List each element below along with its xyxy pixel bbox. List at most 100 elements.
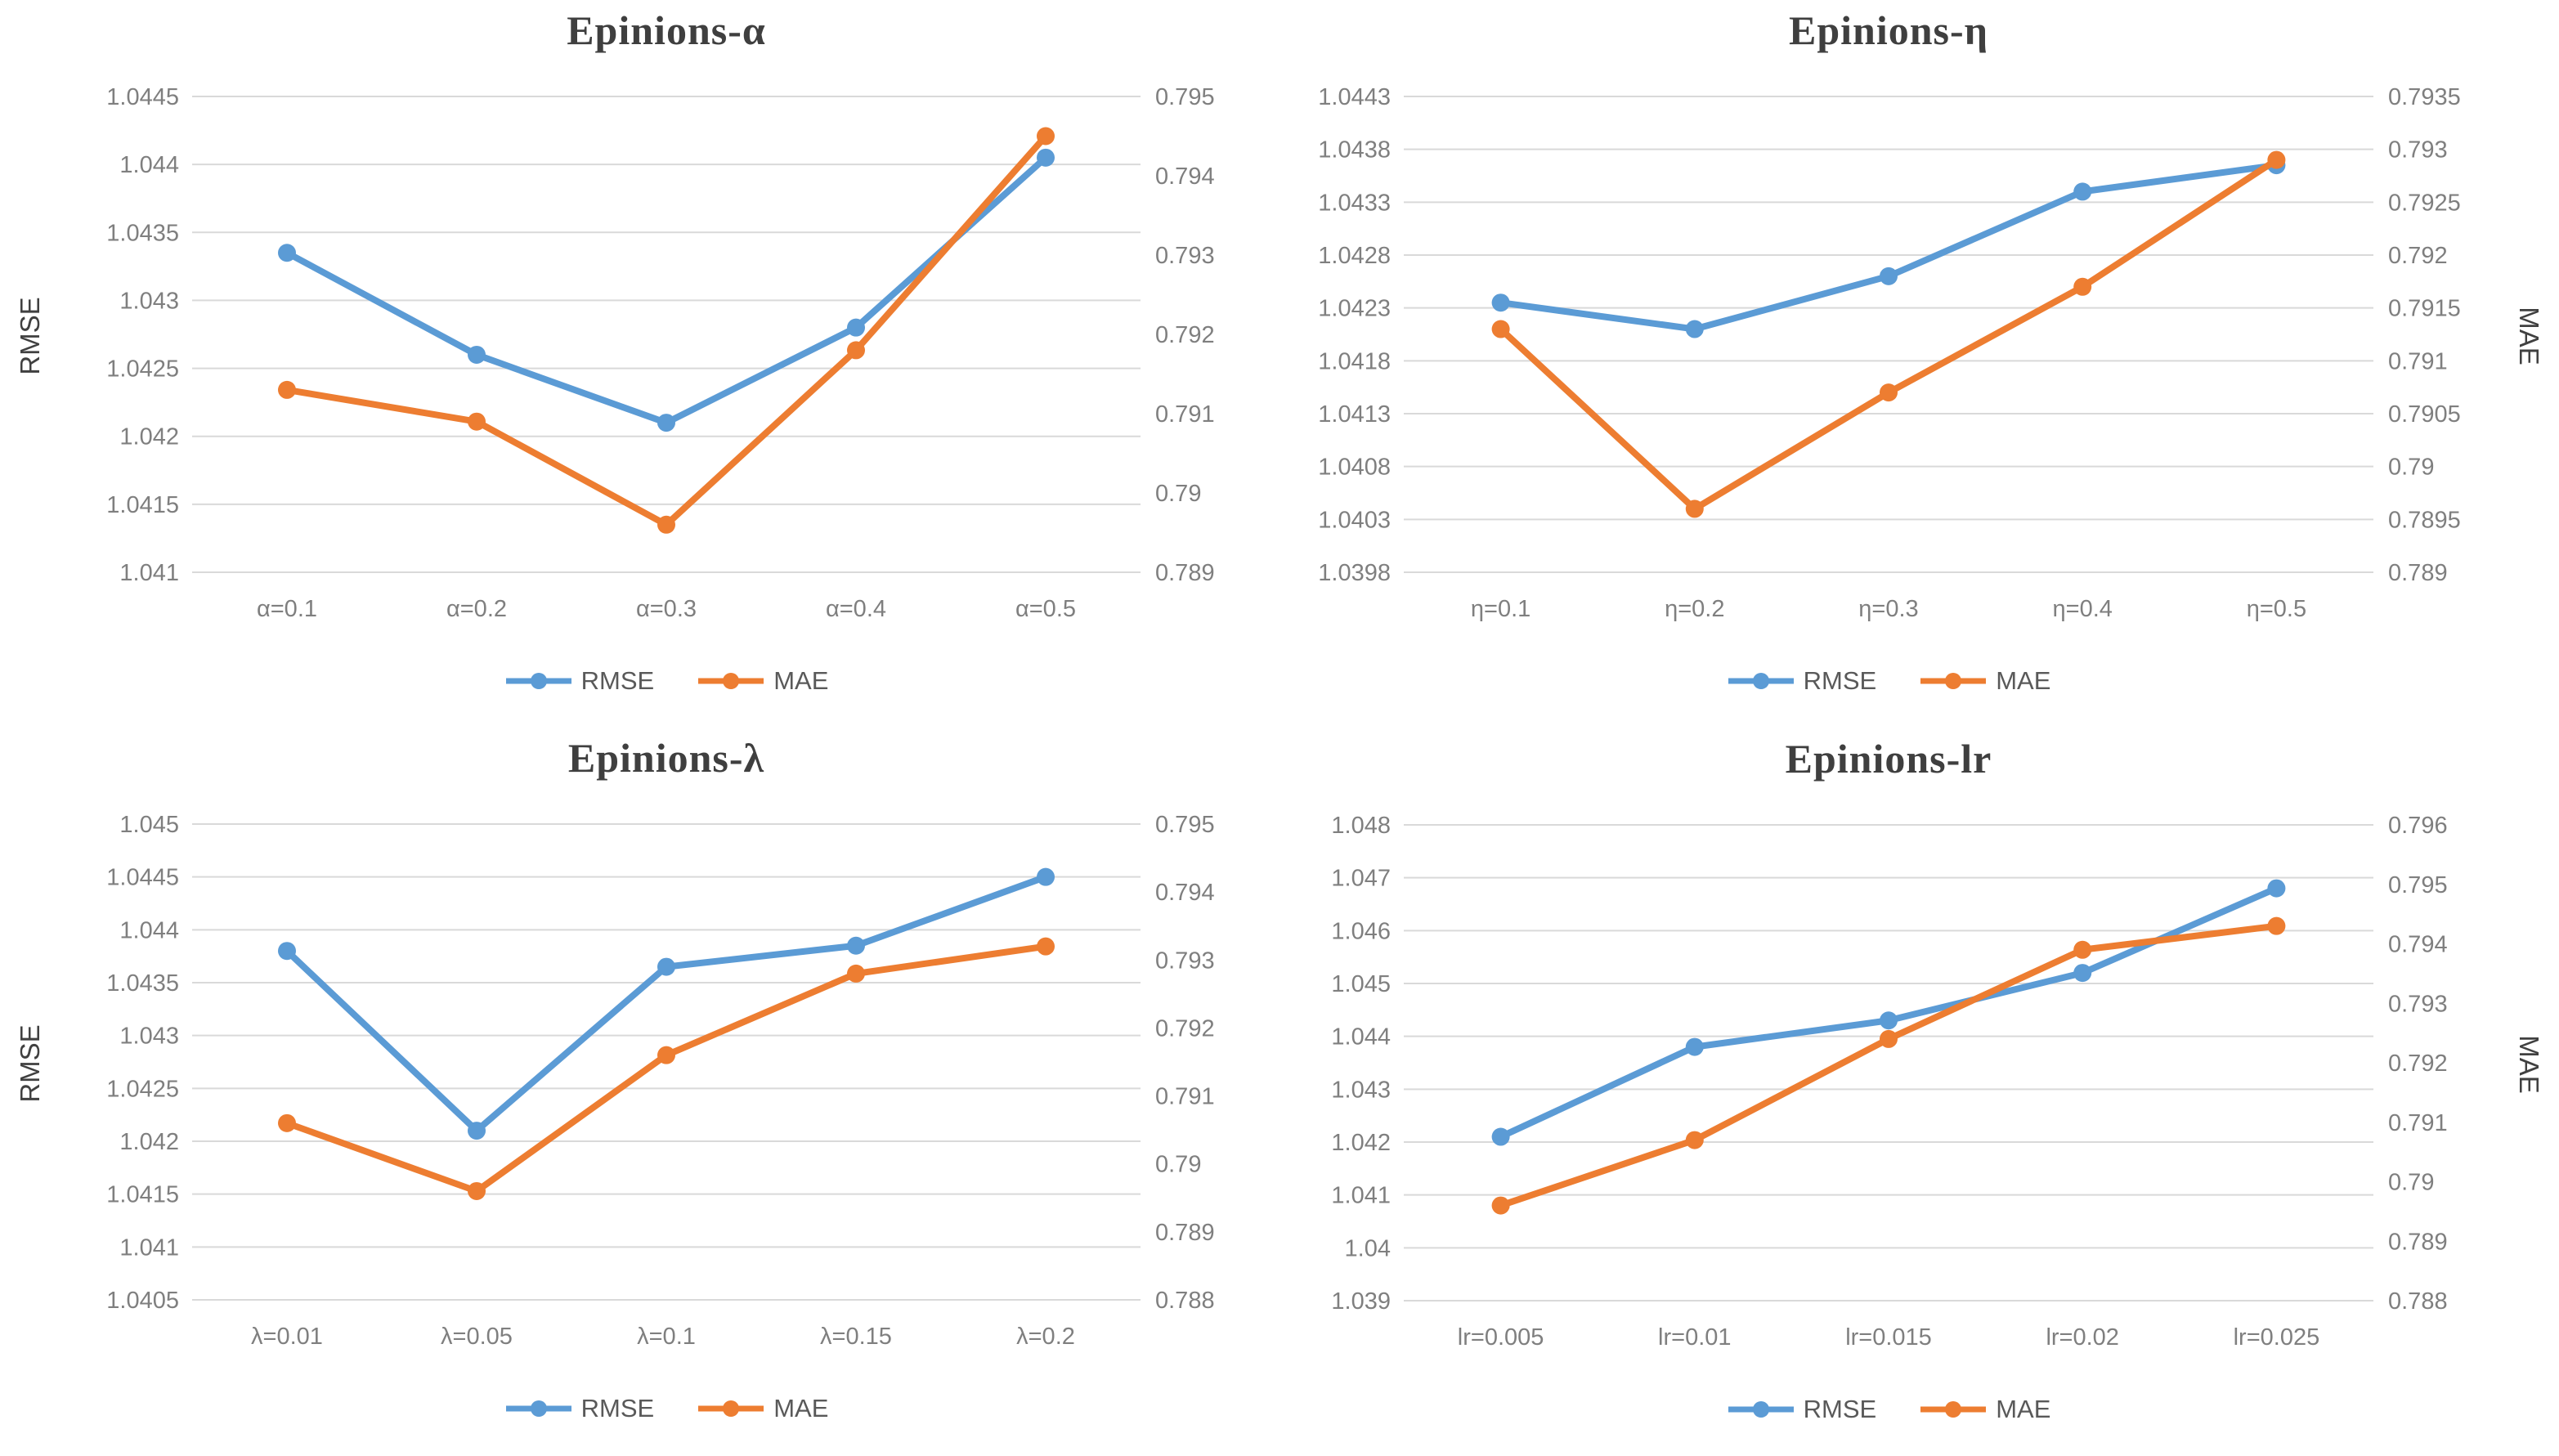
svg-text:1.042: 1.042 xyxy=(1331,1130,1391,1156)
legend-label-mae: MAE xyxy=(773,1394,829,1422)
rmse-line-marker-icon xyxy=(1728,1401,1794,1418)
svg-text:0.792: 0.792 xyxy=(1155,322,1215,348)
svg-text:1.0413: 1.0413 xyxy=(1318,401,1391,428)
svg-text:1.042: 1.042 xyxy=(119,424,179,450)
svg-text:0.795: 0.795 xyxy=(2388,872,2448,898)
rmse-line-marker-icon xyxy=(1728,673,1794,689)
svg-text:0.79: 0.79 xyxy=(2388,1170,2434,1196)
epinions-alpha-line-chart: 1.0445 1.044 1.0435 1.043 1.0425 1.042 1.0415 1… xyxy=(106,84,1215,622)
svg-text:1.0435: 1.0435 xyxy=(106,220,179,246)
svg-text:0.789: 0.789 xyxy=(2388,1229,2448,1255)
chart-cell-epinions-lambda: Epinions-λ 1.045 1.0445 1.044 1.0435 1.043 1.… xyxy=(0,728,1280,1455)
legend-item-rmse: RMSE xyxy=(504,666,654,696)
svg-text:0.789: 0.789 xyxy=(1155,1220,1215,1246)
chart-title: Epinions-lr xyxy=(1785,736,1992,782)
svg-text:1.044: 1.044 xyxy=(119,152,179,178)
svg-text:α=0.5: α=0.5 xyxy=(1015,596,1076,622)
svg-text:1.0443: 1.0443 xyxy=(1318,84,1391,110)
svg-text:1.0428: 1.0428 xyxy=(1318,243,1391,269)
svg-text:1.044: 1.044 xyxy=(1331,1024,1391,1051)
chart-cell-epinions-eta: Epinions-η 1.0443 1.0438 1.0433 1.0428 1.042… xyxy=(1280,0,2559,728)
rmse-line-marker-icon xyxy=(505,1400,571,1417)
legend-item-rmse: RMSE xyxy=(504,1394,654,1423)
legend-item-mae: MAE xyxy=(1919,666,2050,696)
epinions-eta-line-chart: 1.0443 1.0438 1.0433 1.0428 1.0423 1.0418 1.04… xyxy=(1318,84,2461,622)
mae-line-marker-icon xyxy=(698,673,764,689)
svg-text:α=0.1: α=0.1 xyxy=(257,596,317,622)
svg-text:0.7925: 0.7925 xyxy=(2388,190,2461,216)
svg-text:1.043: 1.043 xyxy=(119,1024,179,1050)
svg-text:0.788: 0.788 xyxy=(1155,1288,1215,1314)
svg-text:0.793: 0.793 xyxy=(2388,991,2448,1017)
svg-text:1.044: 1.044 xyxy=(119,917,179,943)
svg-text:0.795: 0.795 xyxy=(1155,84,1215,110)
legend-item-mae: MAE xyxy=(697,666,828,696)
svg-text:1.045: 1.045 xyxy=(119,812,179,838)
svg-text:1.0433: 1.0433 xyxy=(1318,190,1391,216)
svg-text:0.793: 0.793 xyxy=(2388,137,2448,164)
svg-text:1.0445: 1.0445 xyxy=(106,84,179,110)
legend-label-rmse: RMSE xyxy=(1803,666,1877,695)
legend-item-mae: MAE xyxy=(1919,1395,2050,1424)
chart-legend: RMSE MAE xyxy=(192,1388,1141,1429)
svg-text:λ=0.05: λ=0.05 xyxy=(441,1324,513,1350)
svg-text:1.0415: 1.0415 xyxy=(106,492,179,518)
svg-text:1.046: 1.046 xyxy=(1331,918,1391,944)
svg-text:α=0.3: α=0.3 xyxy=(636,596,697,622)
svg-text:0.7935: 0.7935 xyxy=(2388,84,2461,110)
svg-text:λ=0.1: λ=0.1 xyxy=(637,1324,696,1350)
svg-text:1.04: 1.04 xyxy=(1345,1235,1391,1261)
left-axis-title: RMSE xyxy=(15,297,45,375)
svg-text:lr=0.025: lr=0.025 xyxy=(2234,1324,2320,1351)
svg-text:0.791: 0.791 xyxy=(1155,1084,1215,1110)
svg-text:1.0425: 1.0425 xyxy=(106,356,179,383)
svg-text:1.047: 1.047 xyxy=(1331,866,1391,892)
chart-title: Epinions-λ xyxy=(567,735,765,781)
svg-text:λ=0.15: λ=0.15 xyxy=(820,1324,892,1350)
svg-text:η=0.1: η=0.1 xyxy=(1471,596,1530,622)
right-axis-title: MAE xyxy=(2514,307,2544,365)
legend-item-rmse: RMSE xyxy=(1727,1395,1877,1424)
svg-text:1.0403: 1.0403 xyxy=(1318,507,1391,533)
svg-text:lr=0.015: lr=0.015 xyxy=(1845,1324,1932,1351)
svg-text:η=0.3: η=0.3 xyxy=(1858,596,1918,622)
svg-text:0.79: 0.79 xyxy=(2388,455,2434,481)
svg-text:η=0.5: η=0.5 xyxy=(2247,596,2306,622)
chart-legend: RMSE MAE xyxy=(192,661,1141,701)
legend-item-rmse: RMSE xyxy=(1727,666,1877,696)
svg-text:0.794: 0.794 xyxy=(1155,164,1215,190)
rmse-line-marker-icon xyxy=(505,673,571,689)
legend-label-rmse: RMSE xyxy=(1803,1395,1877,1423)
chart-cell-epinions-lr: Epinions-lr 1.048 1.047 1.046 1.045 1.044 1.0… xyxy=(1280,728,2559,1456)
svg-text:1.039: 1.039 xyxy=(1331,1288,1391,1315)
svg-text:0.793: 0.793 xyxy=(1155,243,1215,269)
svg-text:0.7905: 0.7905 xyxy=(2388,401,2461,428)
svg-text:0.792: 0.792 xyxy=(2388,243,2448,269)
svg-text:0.79: 0.79 xyxy=(1155,481,1201,507)
epinions-lr-line-chart: 1.0481.0471.0461.0451.0441.0431.0421.041… xyxy=(1331,813,2448,1351)
svg-text:lr=0.005: lr=0.005 xyxy=(1458,1324,1544,1351)
svg-text:0.791: 0.791 xyxy=(2388,348,2448,374)
svg-text:α=0.2: α=0.2 xyxy=(446,596,507,622)
chart-title: Epinions-η xyxy=(1788,7,1989,53)
svg-text:lr=0.02: lr=0.02 xyxy=(2046,1324,2118,1351)
mae-line-marker-icon xyxy=(698,1400,764,1417)
svg-text:1.0398: 1.0398 xyxy=(1318,560,1391,586)
svg-text:1.045: 1.045 xyxy=(1331,971,1391,997)
svg-text:α=0.4: α=0.4 xyxy=(826,596,886,622)
svg-text:1.0408: 1.0408 xyxy=(1318,455,1391,481)
svg-text:1.0435: 1.0435 xyxy=(106,970,179,997)
chart-legend: RMSE MAE xyxy=(1404,1389,2373,1430)
svg-text:1.0445: 1.0445 xyxy=(106,865,179,891)
svg-text:0.788: 0.788 xyxy=(2388,1288,2448,1315)
svg-text:0.794: 0.794 xyxy=(1155,880,1215,906)
left-axis-title: RMSE xyxy=(15,1024,45,1103)
svg-text:1.0418: 1.0418 xyxy=(1318,348,1391,374)
svg-text:η=0.2: η=0.2 xyxy=(1665,596,1724,622)
mae-line-marker-icon xyxy=(1920,1401,1987,1418)
svg-text:lr=0.01: lr=0.01 xyxy=(1658,1324,1731,1351)
svg-text:0.7915: 0.7915 xyxy=(2388,296,2461,322)
svg-text:λ=0.01: λ=0.01 xyxy=(251,1324,323,1350)
svg-text:1.041: 1.041 xyxy=(119,1234,179,1261)
